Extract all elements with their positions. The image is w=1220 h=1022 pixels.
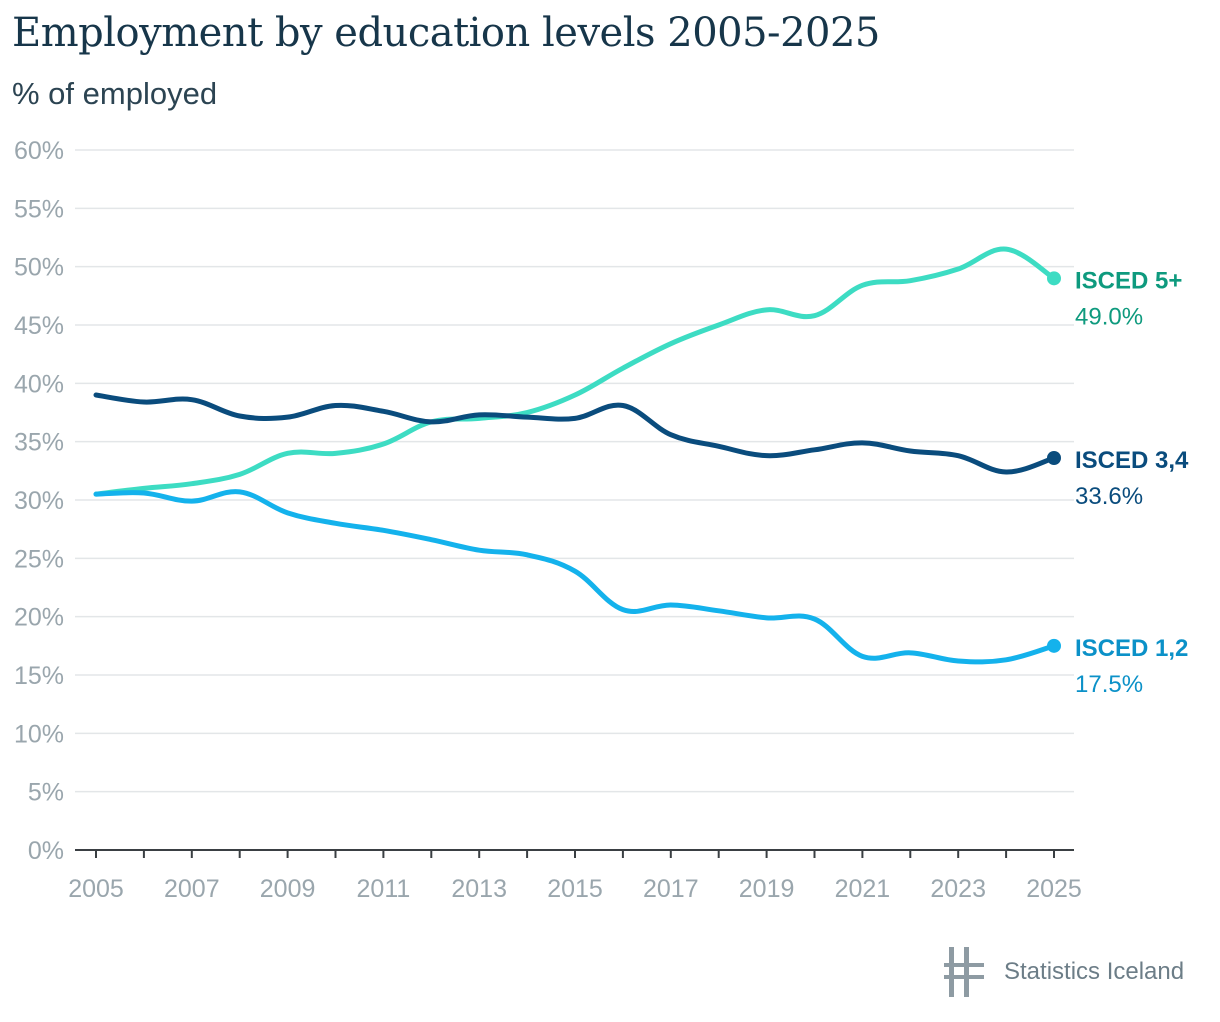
series-value-label: 49.0% — [1075, 303, 1143, 330]
statistics-iceland-logo-icon — [944, 947, 984, 997]
y-tick-label: 45% — [14, 312, 64, 340]
series-name-label: ISCED 3,4 — [1075, 447, 1189, 474]
y-tick-label: 20% — [14, 604, 64, 632]
line-chart: 0% 5% 10% 15% 20% 25% 30% 35% 40% 45% 50% 55% 60% 20… — [14, 137, 1189, 903]
series-name-label: ISCED 1,2 — [1075, 635, 1188, 662]
y-tick-label: 30% — [14, 487, 64, 515]
series-lines — [93, 246, 1061, 665]
series-value-label: 17.5% — [1075, 671, 1143, 698]
series-value-label: 33.6% — [1075, 483, 1143, 510]
brand-name: Statistics Iceland — [1004, 958, 1185, 985]
x-tick-label: 2013 — [451, 875, 507, 903]
x-tick-label: 2017 — [643, 875, 699, 903]
series-endpoint-isced-5 — [1047, 271, 1061, 286]
y-tick-label: 0% — [28, 837, 64, 865]
chart-subtitle: % of employed — [12, 76, 218, 111]
series-line-isced-1-2 — [93, 489, 1057, 665]
chart-title: Employment by education levels 2005-2025 — [12, 10, 880, 56]
y-tick-label: 15% — [14, 662, 64, 690]
x-tick-label: 2009 — [260, 875, 316, 903]
y-tick-label: 5% — [28, 779, 64, 807]
x-tick-label: 2021 — [835, 875, 891, 903]
series-endpoint-isced-1-2 — [1047, 638, 1061, 653]
series-line-isced-5 — [93, 246, 1057, 497]
x-tick-label: 2023 — [930, 875, 986, 903]
x-tick-label: 2025 — [1026, 875, 1082, 903]
series-line-isced-3-4 — [93, 392, 1057, 475]
y-tick-label: 25% — [14, 545, 64, 573]
y-tick-label: 60% — [14, 137, 64, 165]
y-axis-ticks: 0% 5% 10% 15% 20% 25% 30% 35% 40% 45% 50% 55% 60% — [14, 137, 64, 865]
x-axis: 2005 2007 2009 2011 2013 2015 2017 2019 2021 2023… — [68, 849, 1082, 903]
y-tick-label: 10% — [14, 720, 64, 748]
gridlines — [75, 149, 1074, 793]
series-endpoint-isced-3-4 — [1047, 451, 1061, 465]
y-tick-label: 35% — [14, 429, 64, 457]
y-tick-label: 40% — [14, 370, 64, 398]
x-tick-label: 2019 — [739, 875, 795, 903]
y-tick-label: 50% — [14, 254, 64, 282]
statistics-iceland-logo: Statistics Iceland — [944, 944, 1204, 1000]
x-tick-label: 2015 — [547, 875, 603, 903]
x-tick-label: 2007 — [164, 875, 220, 903]
x-tick-label: 2011 — [357, 875, 411, 903]
series-end-labels: ISCED 5+ 49.0% ISCED 3,4 33.6% ISCED 1,2 17.5… — [1075, 267, 1189, 697]
series-name-label: ISCED 5+ — [1075, 267, 1182, 294]
y-tick-label: 55% — [14, 195, 64, 223]
x-tick-label: 2005 — [68, 875, 124, 903]
